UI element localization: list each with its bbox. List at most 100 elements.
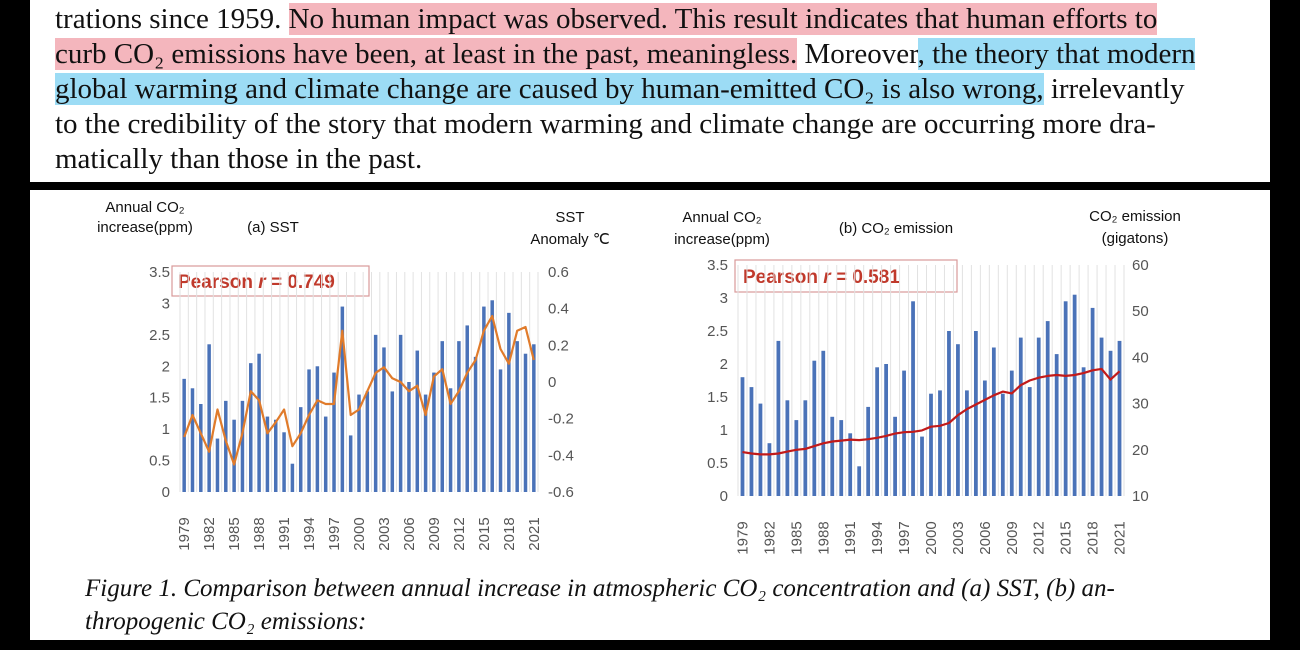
x-tick-label: 2009 xyxy=(1004,521,1021,554)
x-tick-label: 2018 xyxy=(501,517,518,550)
y-tick-label: 2.5 xyxy=(707,323,728,340)
bar xyxy=(1090,307,1095,496)
x-tick-label: 1997 xyxy=(326,517,343,550)
bar xyxy=(382,347,386,492)
chart-b-ylabel-left-1: Annual CO₂ xyxy=(682,209,761,226)
chart-a-ylabel-left-1: Annual CO₂ xyxy=(105,199,184,216)
bar xyxy=(482,306,486,492)
x-tick-label: 2015 xyxy=(476,517,493,550)
x-tick-label: 1991 xyxy=(842,521,859,554)
y2-tick-label: -0.4 xyxy=(548,447,574,464)
y2-tick-label: 30 xyxy=(1132,396,1149,413)
bar xyxy=(929,393,933,496)
text-line-3: global warming and climate change are ca… xyxy=(55,72,1185,107)
chart-b-ylabel-right-1: CO₂ emission xyxy=(1089,208,1181,225)
series-line xyxy=(183,314,535,466)
divider xyxy=(0,182,1300,190)
x-tick-label: 1997 xyxy=(896,521,913,554)
bar xyxy=(1108,350,1113,496)
bar xyxy=(298,407,303,492)
bar xyxy=(407,382,411,492)
bar xyxy=(749,387,754,496)
y-tick-label: 1.5 xyxy=(149,390,170,407)
bar xyxy=(1027,387,1032,496)
chart-b-ylabel-left-2: increase(ppm) xyxy=(674,231,770,248)
chart-b-pearson-label: Pearson r = 0.581 xyxy=(743,267,900,288)
bar xyxy=(982,380,987,496)
bar xyxy=(365,391,370,492)
chart-a-ylabel-left-2: increase(ppm) xyxy=(97,219,193,236)
y2-tick-label: 10 xyxy=(1132,488,1149,505)
y2-tick-label: -0.6 xyxy=(548,484,574,501)
figure-caption: Figure 1. Comparison between annual incr… xyxy=(85,572,1265,638)
text-segment: irrelevantly xyxy=(1043,73,1185,105)
y-tick-label: 2 xyxy=(162,358,170,375)
y2-tick-label: 0 xyxy=(548,374,556,391)
bar xyxy=(848,433,853,496)
x-tick-label: 1982 xyxy=(761,521,778,554)
y-tick-label: 0 xyxy=(162,484,170,501)
chart-b-title: (b) CO₂ emission xyxy=(839,220,953,237)
highlight-blue-segment: global warming and climate change are ca… xyxy=(55,73,1044,105)
y-tick-label: 3 xyxy=(162,295,170,312)
y2-tick-label: 60 xyxy=(1132,257,1149,274)
bar xyxy=(340,306,345,492)
text-segment: trations since 1959. xyxy=(55,3,289,35)
bar xyxy=(490,300,494,492)
x-tick-label: 2018 xyxy=(1085,521,1102,554)
x-tick-label: 2006 xyxy=(401,517,418,550)
y2-tick-label: 0.6 xyxy=(548,264,569,281)
bar xyxy=(498,369,503,492)
bar xyxy=(282,432,286,492)
chart-a: Annual CO₂ increase(ppm) (a) SST SST Ano… xyxy=(97,199,610,551)
bar xyxy=(884,364,889,496)
bar xyxy=(323,416,328,492)
series-line xyxy=(742,367,1121,456)
chart-a-marks: 0 0.5 1 1.5 2 2.5 3 3.5 -0.6 -0.4 -0.2 0 0.2 0.4 0.6 19… xyxy=(149,264,574,551)
bar xyxy=(240,400,245,492)
bar xyxy=(190,388,195,492)
bar xyxy=(398,334,403,492)
bar xyxy=(1063,301,1068,496)
y-tick-label: 3 xyxy=(720,290,728,307)
bar xyxy=(523,353,528,492)
y-tick-label: 3.5 xyxy=(707,257,728,274)
bar xyxy=(991,347,996,496)
highlight-red-segment: curb CO₂ emissions have been, at least i… xyxy=(55,38,798,70)
bar xyxy=(758,403,763,496)
chart-b: Annual CO₂ increase(ppm) (b) CO₂ emissio… xyxy=(674,208,1181,555)
bar xyxy=(785,400,790,496)
y2-tick-label: 0.2 xyxy=(548,337,569,354)
x-tick-label: 2000 xyxy=(351,517,368,550)
bar xyxy=(875,367,880,496)
y2-tick-label: -0.2 xyxy=(548,411,574,428)
chart-a-title: (a) SST xyxy=(247,219,299,236)
bar xyxy=(965,390,969,496)
bar xyxy=(457,341,461,492)
x-tick-label: 1988 xyxy=(815,521,832,554)
x-tick-label: 1991 xyxy=(276,517,293,550)
x-tick-label: 2015 xyxy=(1058,521,1075,554)
bar xyxy=(232,419,236,492)
bar xyxy=(415,350,420,492)
x-tick-label: 2021 xyxy=(526,517,543,550)
y-tick-label: 0 xyxy=(720,488,728,505)
bar xyxy=(465,325,469,492)
x-tick-label: 1979 xyxy=(734,521,751,554)
chart-b-marks: 0 0.5 1 1.5 2 2.5 3 3.5 10 20 30 40 50 60 1979 1982 1985… xyxy=(707,257,1149,555)
bar xyxy=(821,350,826,496)
x-tick-label: 1994 xyxy=(301,517,318,550)
x-tick-label: 1985 xyxy=(788,521,805,554)
y-tick-label: 2.5 xyxy=(149,327,170,344)
text-segment: Moreover xyxy=(797,38,918,70)
bar xyxy=(767,443,772,496)
text-line-2: curb CO₂ emissions have been, at least i… xyxy=(55,37,1196,72)
bar xyxy=(215,438,220,492)
x-tick-label: 2021 xyxy=(1112,521,1129,554)
y2-tick-label: 20 xyxy=(1132,442,1149,459)
bar xyxy=(1045,321,1050,496)
bar xyxy=(893,416,897,496)
bar xyxy=(1099,337,1104,496)
bar xyxy=(938,390,942,496)
